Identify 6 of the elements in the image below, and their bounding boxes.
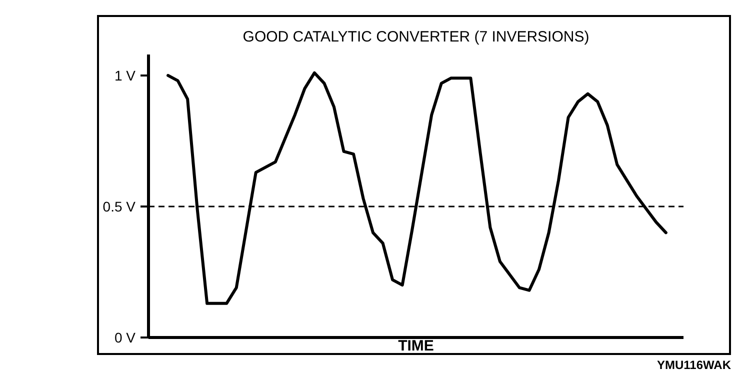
x-axis-title: TIME (398, 338, 434, 354)
y-tick-label: 1 V (114, 67, 136, 84)
chart-title: GOOD CATALYTIC CONVERTER (7 INVERSIONS) (242, 28, 590, 46)
y-tick-label: 0 V (114, 330, 136, 346)
text: YMU116WAK (656, 357, 731, 374)
y-tick-label: 0.5 V (102, 198, 136, 214)
